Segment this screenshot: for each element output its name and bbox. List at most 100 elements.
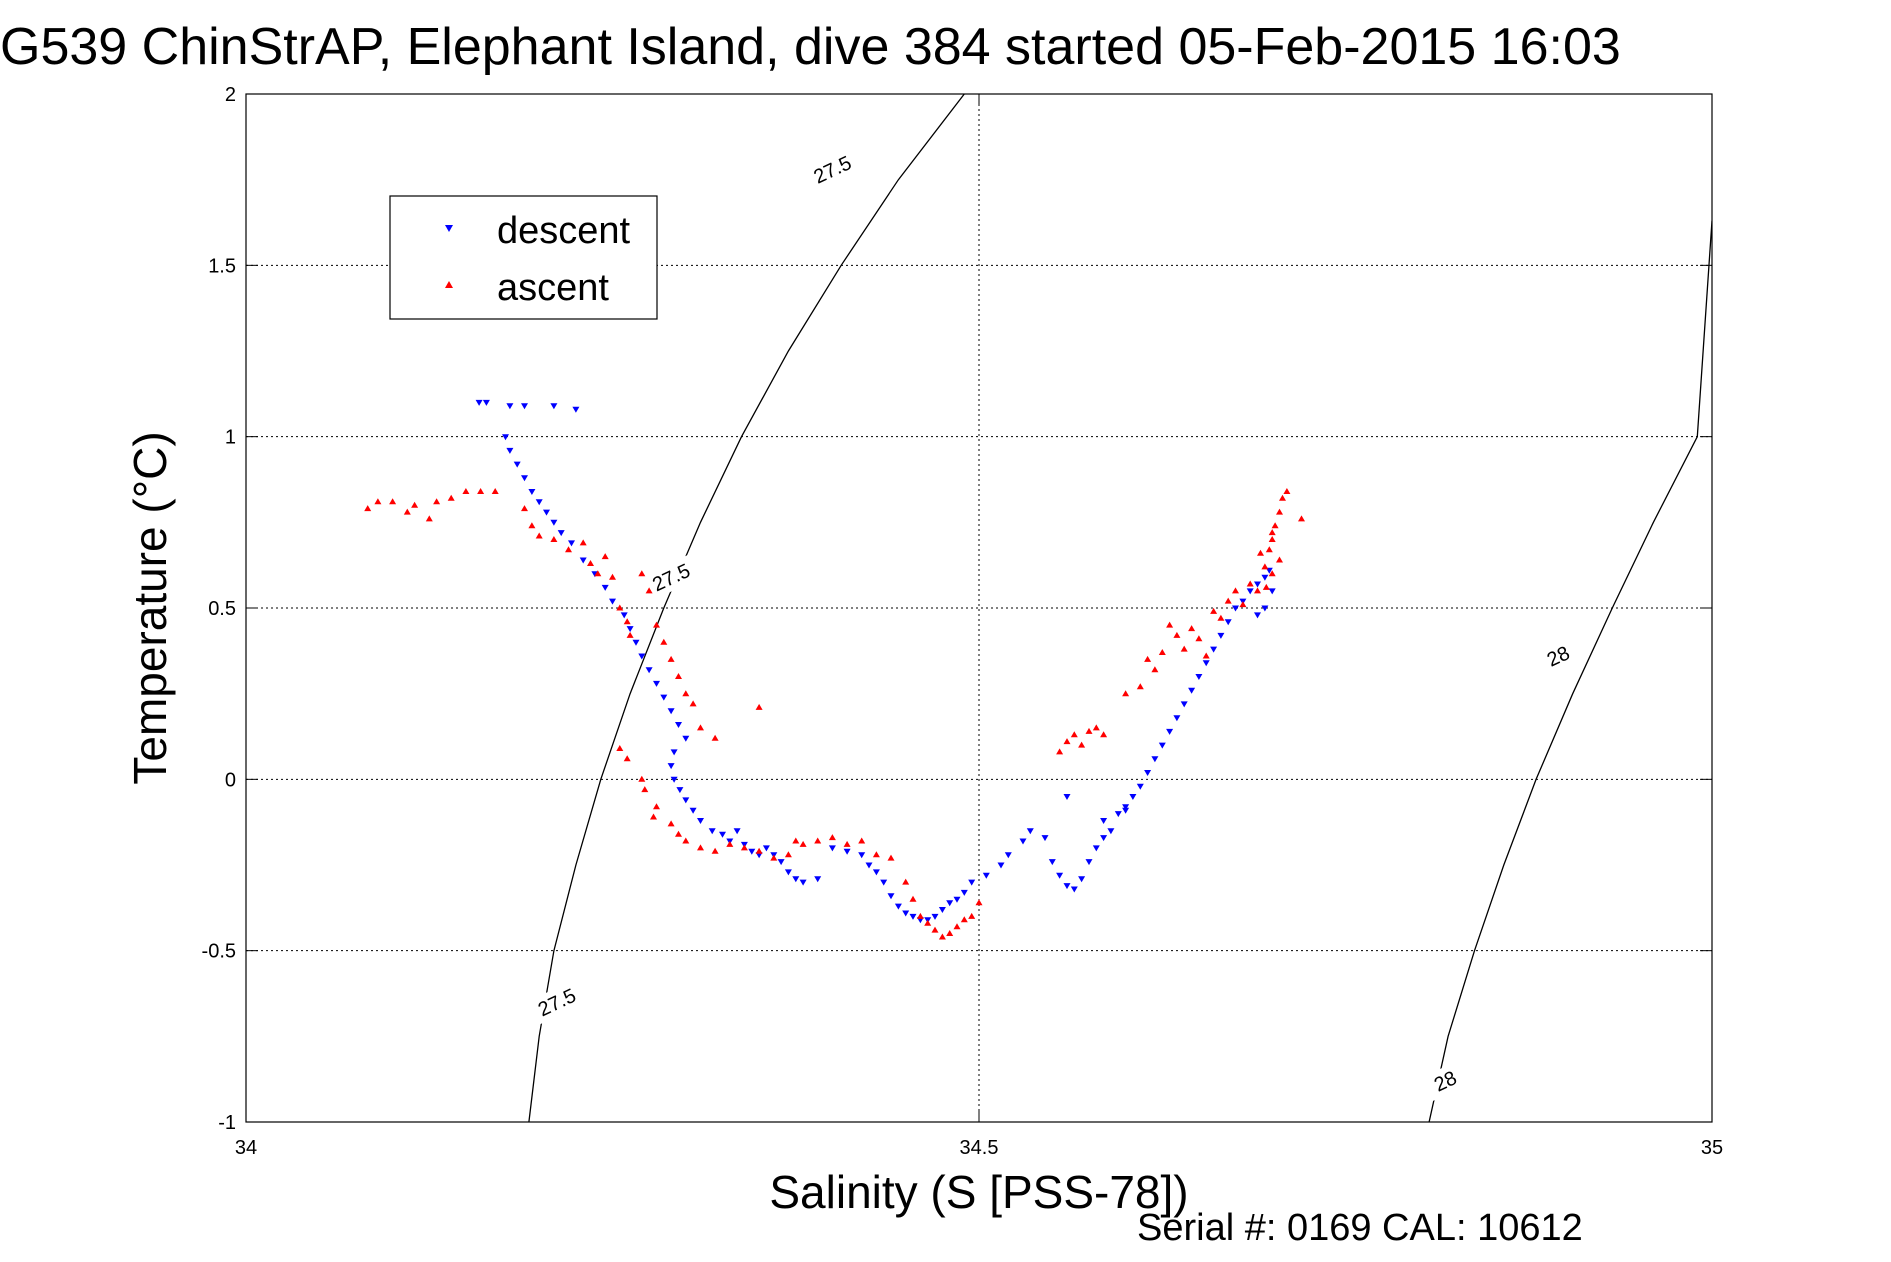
descent-point: [1173, 715, 1180, 721]
ascent-point: [800, 841, 807, 847]
ascent-point: [374, 498, 381, 504]
ascent-point: [1159, 649, 1166, 655]
descent-point: [946, 900, 953, 906]
descent-point: [671, 749, 678, 755]
ascent-point: [1232, 587, 1239, 593]
ascent-point: [1298, 515, 1305, 521]
descent-point: [1122, 808, 1129, 814]
descent-point: [1254, 582, 1261, 588]
ascent-point: [1257, 550, 1264, 556]
descent-point: [1078, 876, 1085, 882]
ascent-point: [1239, 601, 1246, 607]
ascent-point: [580, 539, 587, 545]
descent-point: [521, 403, 528, 409]
ascent-point: [1266, 546, 1273, 552]
ascent-point: [1056, 748, 1063, 754]
ascent-point: [1122, 690, 1129, 696]
descent-point: [1137, 784, 1144, 790]
ascent-point: [1247, 581, 1254, 587]
descent-point: [483, 400, 490, 406]
legend: descent ascent: [390, 196, 657, 319]
descent-point: [1064, 883, 1071, 889]
ascent-point: [1261, 563, 1268, 569]
ascent-point: [675, 673, 682, 679]
ascent-point: [873, 851, 880, 857]
ascent-point: [1064, 738, 1071, 744]
serial-footer: Serial #: 0169 CAL: 10612: [1137, 1207, 1583, 1249]
descent-point: [550, 520, 557, 526]
ascent-point: [917, 913, 924, 919]
descent-point: [690, 808, 697, 814]
ascent-point: [638, 570, 645, 576]
ascent-point: [536, 533, 543, 539]
descent-point: [521, 475, 528, 481]
descent-point: [1005, 852, 1012, 858]
ascent-point: [858, 838, 865, 844]
y-tick-label: -1: [218, 1112, 236, 1134]
ascent-point: [411, 502, 418, 508]
descent-point: [1151, 756, 1158, 762]
descent-point: [1217, 633, 1224, 639]
x-axis-label: Salinity (S [PSS-78]): [769, 1166, 1188, 1218]
ascent-point: [961, 916, 968, 922]
descent-point: [983, 873, 990, 879]
ascent-point: [1272, 522, 1279, 528]
ascent-point: [1276, 509, 1283, 515]
descent-point: [866, 863, 873, 869]
ascent-point: [1078, 742, 1085, 748]
descent-point: [697, 818, 704, 824]
descent-point: [1056, 873, 1063, 879]
ascent-point: [624, 755, 631, 761]
descent-point: [1107, 828, 1114, 834]
descent-point: [844, 849, 851, 855]
descent-point: [646, 667, 653, 673]
descent-point: [763, 845, 770, 851]
legend-ascent-label: ascent: [497, 267, 609, 309]
descent-point: [1181, 701, 1188, 707]
descent-point: [682, 736, 689, 742]
descent-point: [602, 585, 609, 591]
ascent-point: [697, 844, 704, 850]
ascent-point: [602, 553, 609, 559]
descent-point: [814, 876, 821, 882]
ascent-point: [462, 488, 469, 494]
ascent-point: [1100, 731, 1107, 737]
ascent-point: [697, 724, 704, 730]
descent-point: [734, 828, 741, 834]
descent-point: [1166, 729, 1173, 735]
descent-point: [528, 489, 535, 495]
descent-point: [1027, 828, 1034, 834]
contour-label: 27.5: [802, 146, 864, 193]
descent-point: [572, 407, 579, 413]
descent-point: [668, 763, 675, 769]
ascent-point: [565, 546, 572, 552]
ascent-point: [638, 776, 645, 782]
ascent-point: [1093, 724, 1100, 730]
y-tick-label: -0.5: [202, 941, 236, 963]
descent-point: [778, 859, 785, 865]
descent-point: [621, 612, 628, 618]
ascent-point: [756, 848, 763, 854]
descent-point: [668, 708, 675, 714]
descent-point: [580, 558, 587, 564]
ascent-point: [641, 786, 648, 792]
descent-point: [888, 893, 895, 899]
descent-point: [792, 876, 799, 882]
descent-point: [1064, 794, 1071, 800]
descent-point: [676, 787, 683, 793]
descent-point: [939, 907, 946, 913]
descent-point: [653, 681, 660, 687]
ascent-point: [653, 622, 660, 628]
ascent-point: [389, 498, 396, 504]
descent-point: [968, 880, 975, 886]
ascent-point: [1137, 683, 1144, 689]
y-tick-label: 1: [225, 427, 236, 449]
ascent-point: [404, 509, 411, 515]
ascent-point: [1144, 656, 1151, 662]
descent-point: [1100, 835, 1107, 841]
ascent-point: [902, 879, 909, 885]
descent-point: [880, 880, 887, 886]
descent-point: [719, 832, 726, 838]
ascent-point: [426, 515, 433, 521]
ascent-point: [1086, 728, 1093, 734]
